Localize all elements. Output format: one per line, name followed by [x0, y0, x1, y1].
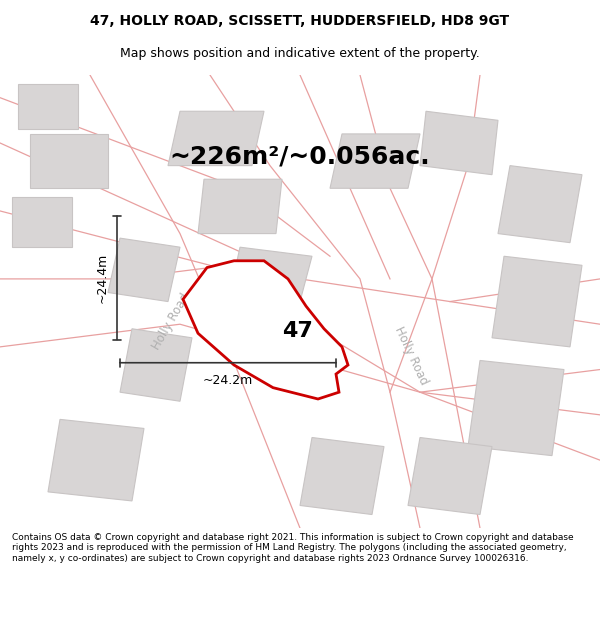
Text: 47, HOLLY ROAD, SCISSETT, HUDDERSFIELD, HD8 9GT: 47, HOLLY ROAD, SCISSETT, HUDDERSFIELD, …	[91, 14, 509, 28]
Polygon shape	[420, 111, 498, 174]
Polygon shape	[492, 256, 582, 347]
Polygon shape	[120, 329, 192, 401]
Polygon shape	[12, 198, 72, 247]
Text: Holly Road: Holly Road	[149, 291, 193, 352]
Polygon shape	[108, 238, 180, 301]
Polygon shape	[30, 134, 108, 188]
Text: Contains OS data © Crown copyright and database right 2021. This information is : Contains OS data © Crown copyright and d…	[12, 533, 574, 562]
Polygon shape	[168, 111, 264, 166]
Polygon shape	[183, 261, 348, 399]
Polygon shape	[408, 438, 492, 514]
Polygon shape	[330, 134, 420, 188]
Polygon shape	[498, 166, 582, 242]
Polygon shape	[48, 419, 144, 501]
Polygon shape	[228, 247, 312, 301]
Text: ~24.4m: ~24.4m	[95, 253, 109, 303]
Text: 47: 47	[282, 321, 313, 341]
Text: ~226m²/~0.056ac.: ~226m²/~0.056ac.	[170, 144, 430, 169]
Polygon shape	[198, 179, 282, 234]
Polygon shape	[18, 84, 78, 129]
Text: Holly Road: Holly Road	[392, 325, 430, 387]
Polygon shape	[468, 361, 564, 456]
Text: ~24.2m: ~24.2m	[203, 374, 253, 388]
Polygon shape	[300, 438, 384, 514]
Text: Map shows position and indicative extent of the property.: Map shows position and indicative extent…	[120, 48, 480, 61]
